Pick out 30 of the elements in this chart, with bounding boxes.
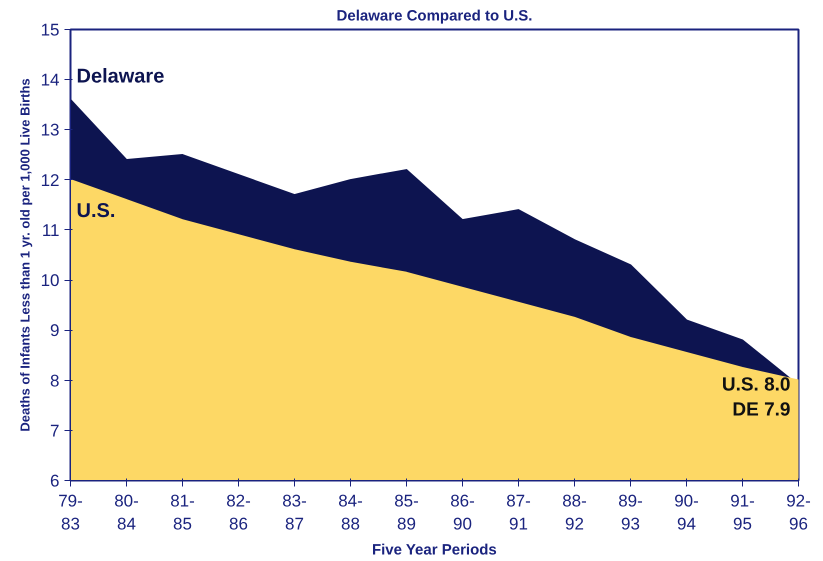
annotation: U.S. 8.0 DE 7.9	[722, 374, 791, 420]
x-tick-label: 80- 84	[114, 492, 139, 534]
y-tick-label: 12	[40, 170, 60, 190]
x-tick-label: 88- 92	[562, 492, 587, 534]
y-tick-label: 9	[50, 321, 60, 340]
x-tick-label: 90- 94	[674, 492, 699, 534]
x-tick-label: 82- 86	[226, 492, 251, 534]
y-tick-label: 6	[50, 472, 60, 490]
y-tick-label: 14	[40, 70, 60, 90]
x-tick-label: 86- 90	[450, 492, 475, 534]
series-label: U.S.	[76, 200, 116, 222]
y-tick-label: 10	[40, 271, 60, 290]
x-axis-title: Five Year Periods	[372, 541, 497, 558]
y-tick-label: 15	[40, 20, 60, 40]
x-tick-label: 89- 93	[618, 492, 643, 534]
series-label: Delaware	[76, 66, 164, 88]
x-tick-label: 79- 83	[58, 492, 83, 534]
x-tick-label: 84- 88	[338, 492, 363, 534]
x-tick-label: 87- 91	[506, 492, 531, 534]
y-tick-label: 8	[50, 371, 60, 390]
x-tick-label: 85- 89	[394, 492, 419, 534]
y-axis-title: Deaths of Infants Less than 1 yr. old per 1,000 Live Births	[18, 78, 33, 432]
y-tick-label: 13	[40, 120, 60, 140]
chart-title: Delaware Compared to U.S.	[336, 8, 532, 24]
x-tick-label: 81- 85	[170, 492, 195, 534]
y-tick-label: 7	[50, 421, 60, 440]
y-tick-label: 11	[42, 220, 60, 240]
x-tick-label: 91- 95	[730, 492, 755, 534]
x-tick-label: 83- 87	[282, 492, 307, 534]
x-tick-label: 92- 96	[786, 492, 811, 534]
